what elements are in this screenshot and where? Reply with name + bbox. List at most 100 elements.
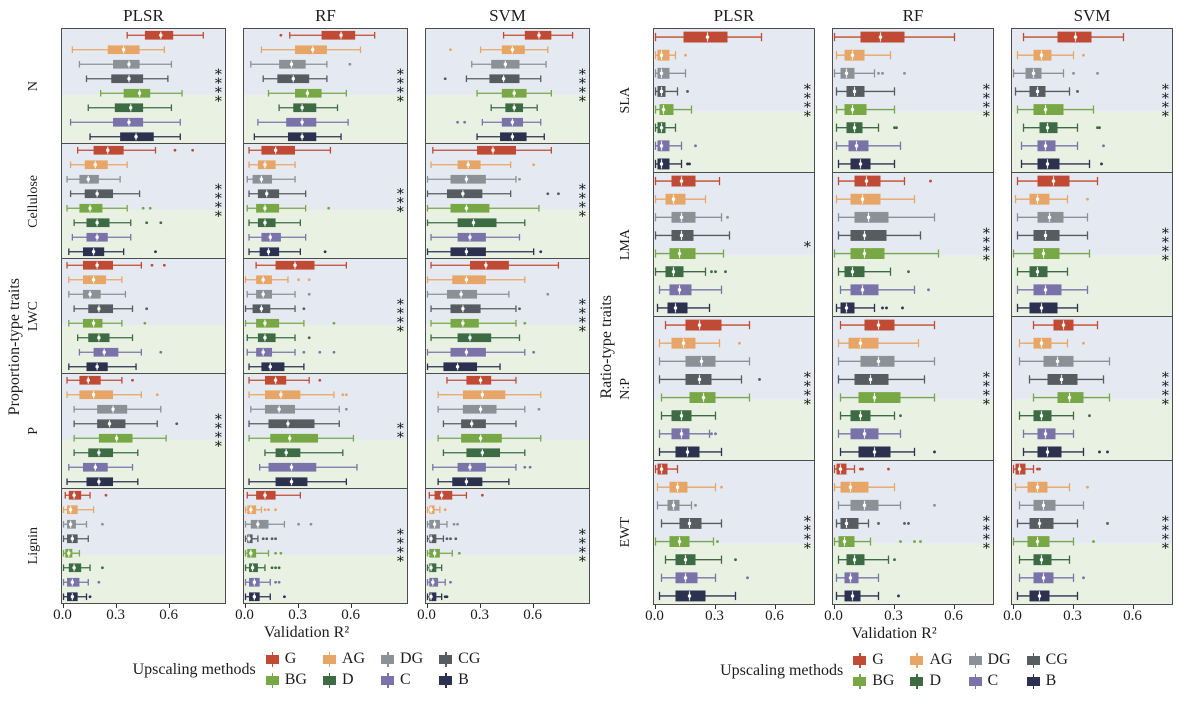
outlier-dot: [1072, 71, 1075, 75]
tick-strip: 0.0 0.3 0.6: [53, 604, 226, 624]
box-G: [1012, 463, 1041, 475]
x-axis-title-text: Validation R²: [851, 625, 937, 642]
boxplot-canvas: [62, 489, 225, 603]
box-BG: [68, 318, 147, 328]
box-BG: [1032, 392, 1111, 403]
boxplot-canvas: [426, 374, 589, 488]
box-DG: [246, 289, 311, 299]
outlier-dot: [302, 307, 306, 311]
box-DG: [837, 355, 936, 367]
outlier-dot: [933, 450, 936, 454]
box-D: [87, 103, 173, 113]
significance-stars: ∗ ∗ ∗ ∗: [395, 525, 405, 567]
box-C: [426, 347, 536, 357]
boxplot-canvas: [654, 461, 814, 604]
upper-band: [654, 317, 814, 400]
box-D: [490, 103, 538, 113]
box-CG: [244, 304, 306, 314]
subplot-ewt-plsr: ∗ ∗ ∗ ∗: [653, 460, 815, 605]
outlier-dot: [341, 393, 345, 397]
x-tick-label: 0.0: [824, 608, 843, 624]
row-label-sla: SLA: [615, 28, 636, 173]
right-figure-main: PLSR RF SVM SLA ∗ ∗ ∗ ∗ ∗ ∗ ∗ ∗ ∗ ∗ ∗ ∗ LMA ∗ ∗ ∗ ∗ ∗ ∗ ∗ ∗ ∗ N:P ∗…: [615, 4, 1173, 690]
box-CG: [1016, 230, 1089, 241]
subplot-lignin-plsr: [61, 488, 226, 604]
box-BG: [654, 536, 719, 547]
outlier-dot: [159, 350, 163, 354]
box-C: [839, 284, 930, 296]
box-DG: [244, 519, 313, 529]
box-AG: [654, 193, 707, 205]
row-label-p: P: [23, 373, 44, 489]
subplot-lwc-plsr: [61, 258, 226, 374]
outlier-dot: [1100, 162, 1103, 166]
legend-swatch-g-icon: [265, 651, 279, 667]
left-figure-block: Proportion-type traits PLSR RF SVM N ∗ ∗ ∗ ∗ ∗ ∗ ∗…: [6, 4, 590, 689]
box-C: [1018, 572, 1085, 584]
subplot-lma-plsr: ∗: [653, 172, 815, 317]
trait-row-cellulose: Cellulose ∗ ∗ ∗ ∗ ∗ ∗ ∗ ∗ ∗ ∗ ∗: [23, 143, 590, 259]
subplot-n-plsr: ∗ ∗ ∗ ∗: [61, 28, 226, 144]
legend-items: G AG DG CG BG D C B: [853, 651, 1068, 690]
box-G: [77, 145, 195, 155]
significance-stars: ∗ ∗ ∗ ∗: [802, 367, 812, 410]
subplot-np-plsr: ∗ ∗ ∗ ∗: [653, 316, 815, 461]
box-C: [69, 117, 181, 127]
x-tick-label: 0.3: [106, 607, 125, 623]
box-CG: [442, 419, 517, 429]
box-D: [835, 122, 898, 134]
outlier-dot: [175, 422, 179, 426]
box-BG: [1012, 248, 1091, 259]
box-G: [654, 31, 763, 43]
subplot-sla-svm: ∗ ∗ ∗ ∗: [1011, 28, 1173, 173]
box-B: [1022, 446, 1109, 458]
box-B: [426, 247, 543, 257]
outlier-dot: [101, 566, 104, 570]
outlier-dot: [318, 378, 322, 382]
box-DG: [656, 499, 697, 511]
significance-stars: ∗ ∗ ∗: [395, 184, 405, 218]
tick-mark: [774, 605, 776, 609]
lower-band: [654, 111, 814, 172]
box-C: [248, 232, 307, 242]
box-G: [654, 175, 721, 187]
outlier-dot: [518, 307, 521, 311]
outlier-dot: [758, 378, 761, 381]
box-DG: [66, 174, 121, 184]
trait-row-sla: SLA ∗ ∗ ∗ ∗ ∗ ∗ ∗ ∗ ∗ ∗ ∗ ∗: [615, 28, 1173, 173]
boxplot-canvas: [833, 29, 993, 172]
box-BG: [654, 248, 725, 259]
box-D: [426, 218, 526, 228]
subplot-n-svm: ∗ ∗ ∗ ∗: [425, 28, 590, 144]
tick-mark: [244, 604, 246, 608]
box-AG: [248, 390, 348, 400]
outlier-dot: [1038, 467, 1041, 471]
outlier-dot: [155, 393, 159, 397]
x-tick-label: 0.3: [705, 608, 724, 624]
outlier-dot: [297, 522, 300, 526]
row-label-text: LWC: [25, 300, 41, 332]
box-BG: [476, 88, 552, 98]
legend-item-d: D: [910, 672, 952, 690]
box-B: [839, 446, 936, 458]
outlier-dot: [710, 432, 713, 436]
outlier-dot: [877, 522, 880, 525]
upper-band: [426, 489, 589, 555]
swatch-box: [439, 675, 453, 685]
row-label-text: Lignin: [25, 527, 41, 565]
legend-item-cg: CG: [1026, 651, 1068, 669]
legend-label: D: [341, 671, 354, 688]
significance-stars: ∗ ∗: [395, 419, 405, 443]
box-DG: [73, 404, 162, 414]
box-BG: [660, 392, 751, 403]
significance-stars: ∗ ∗ ∗ ∗: [577, 180, 587, 222]
legend-swatch-d-icon: [322, 672, 336, 688]
box-BG: [244, 318, 336, 328]
swatch-box: [265, 654, 279, 664]
legend: Upscaling methods G AG DG CG BG D C B: [23, 650, 590, 689]
box-DG: [68, 289, 127, 299]
boxplot-canvas: [1012, 173, 1172, 316]
outlier-dot: [277, 580, 281, 584]
legend-label: DG: [400, 650, 424, 667]
outlier-dot: [173, 148, 177, 152]
